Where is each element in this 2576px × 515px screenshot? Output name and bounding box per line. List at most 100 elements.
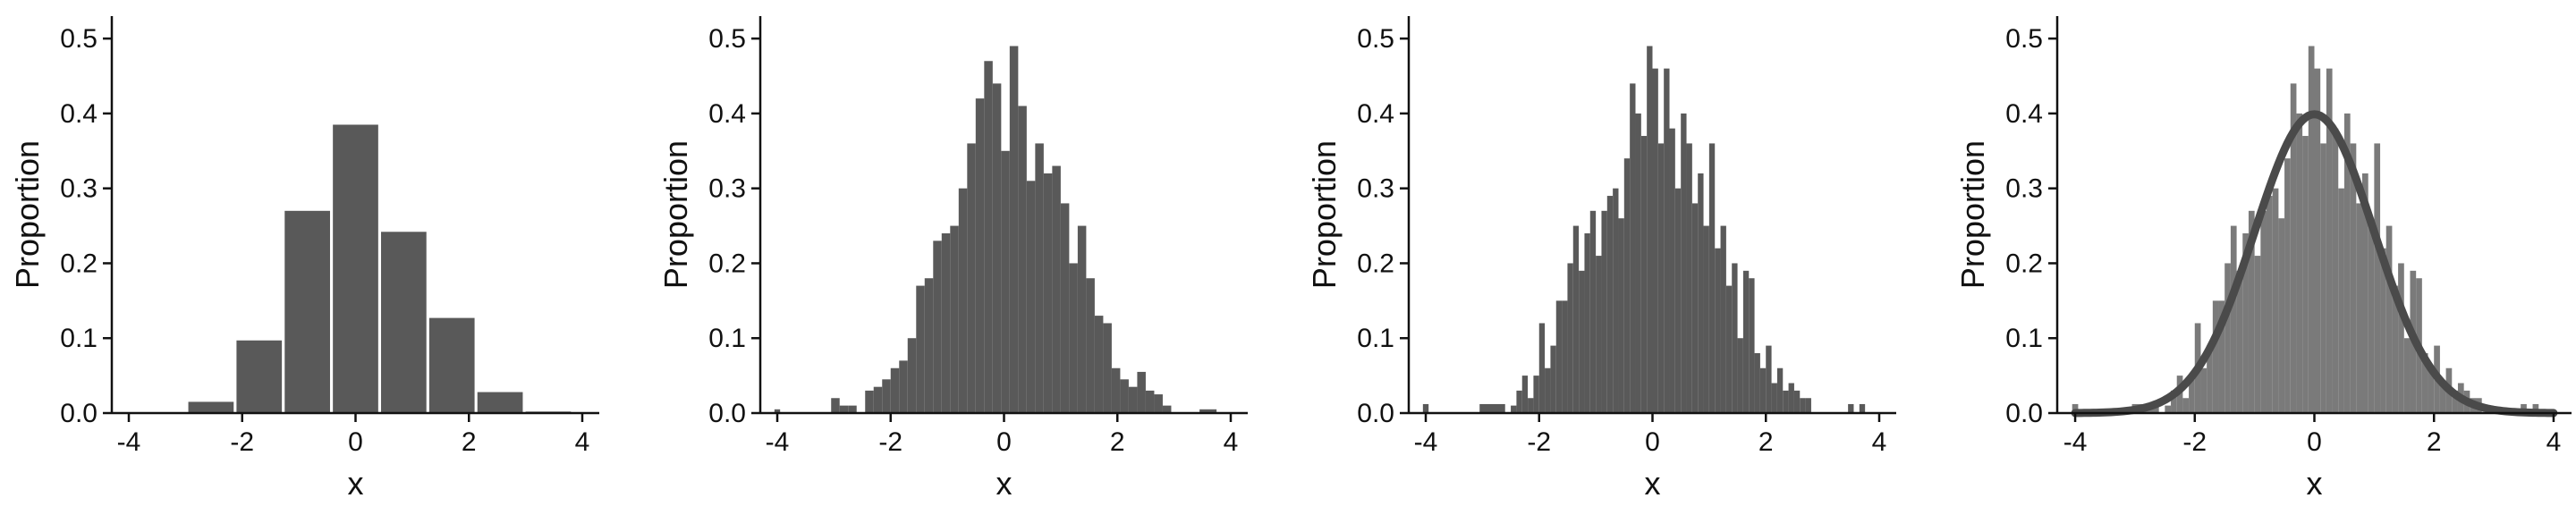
x-tick-label: 4	[575, 427, 590, 457]
histogram-bar	[1589, 210, 1597, 413]
histogram-bar	[950, 225, 959, 413]
x-tick-label: -4	[766, 427, 790, 457]
histogram-bar	[1001, 150, 1010, 414]
histogram-bar	[1788, 383, 1794, 413]
histogram-bar	[1562, 300, 1568, 413]
histogram-bar	[477, 392, 523, 413]
histogram-bar	[933, 241, 942, 413]
histogram-bar	[2248, 210, 2255, 413]
histogram-bar	[1737, 338, 1743, 413]
histogram-bar	[2278, 218, 2285, 413]
histogram-bar	[1859, 403, 1866, 413]
histogram-bar	[1647, 46, 1653, 413]
histogram-bar	[1128, 386, 1138, 413]
histogram-bar	[2356, 203, 2362, 413]
histogram-bar	[992, 83, 1002, 414]
histogram-bar	[1606, 196, 1614, 413]
y-tick-label: 0.0	[1357, 399, 1394, 428]
histogram-bar	[1479, 403, 1505, 413]
x-tick-label: -4	[1414, 427, 1438, 457]
histogram-bar	[1771, 383, 1777, 413]
y-axis-title: Proportion	[657, 140, 694, 289]
y-axis-title: Proportion	[9, 140, 46, 289]
density-curve	[2071, 110, 2558, 418]
histogram-bar	[2267, 196, 2273, 413]
histogram-bar	[1579, 270, 1585, 413]
histogram-bar	[2532, 403, 2539, 413]
histogram-bar	[1572, 225, 1580, 413]
histogram-bar	[2224, 263, 2231, 413]
histogram-bar	[1708, 143, 1716, 414]
x-tick-label: 4	[1224, 427, 1239, 457]
histogram-bar	[1538, 323, 1546, 413]
histogram-bar	[2296, 113, 2303, 413]
histogram-bar	[2254, 256, 2261, 413]
histogram-bar	[1776, 367, 1784, 413]
histogram-bar	[1640, 136, 1648, 414]
histogram-bar	[1154, 394, 1163, 413]
histogram-bar	[2385, 225, 2393, 413]
histogram-bar	[1691, 203, 1699, 413]
histogram-panel-4: 0.0 0.1 0.2 0.3 0.4 0.5 -4 -2 0 2 4 x Proportion	[1954, 16, 2572, 502]
histogram-bar	[1783, 390, 1789, 413]
histogram-panel-2: 0.0 0.1 0.2 0.3 0.4 0.5 -4 -2 0 2 4 x Proportion	[657, 16, 1248, 502]
y-tick-label: 0.4	[60, 99, 97, 129]
y-tick-label: 0.2	[708, 249, 746, 278]
histogram-bar	[1664, 68, 1670, 413]
histogram-bar	[2350, 143, 2357, 414]
histogram-bar	[284, 210, 330, 413]
histogram-bar	[1086, 278, 1095, 413]
y-tick-label: 0.3	[2005, 174, 2043, 204]
histogram-bar	[1635, 113, 1641, 413]
histogram-bar	[774, 409, 781, 413]
histogram-bar	[2171, 390, 2177, 413]
x-tick-label: 0	[1645, 427, 1660, 457]
histogram-bar	[2272, 188, 2279, 413]
histogram-bar	[1601, 210, 1607, 413]
histogram-bar	[1069, 263, 1078, 413]
histogram-bar	[1137, 371, 1146, 413]
histogram-bar	[1043, 173, 1053, 414]
histogram-bar	[2308, 46, 2315, 413]
histogram-bar	[1800, 398, 1806, 413]
histogram-bar	[1749, 278, 1755, 413]
histogram-bar	[1715, 248, 1721, 413]
histogram-bar	[848, 405, 857, 413]
y-tick-label: 0.1	[60, 324, 97, 353]
x-tick-label: 0	[2307, 427, 2322, 457]
y-tick-label: 0.1	[2005, 324, 2043, 353]
histogram-bar	[1703, 225, 1709, 413]
histogram-bar	[428, 317, 475, 413]
y-tick-label: 0.1	[1357, 324, 1394, 353]
x-tick-label: -4	[2063, 427, 2088, 457]
histogram-bar	[907, 338, 917, 413]
y-tick-label: 0.5	[1357, 24, 1394, 54]
histogram-bar	[1725, 285, 1733, 413]
histogram-bar	[984, 61, 993, 413]
histogram-bar	[1199, 409, 1217, 413]
y-tick-label: 0.4	[2005, 99, 2043, 129]
histogram-bar	[831, 398, 840, 413]
x-tick-label: 2	[1110, 427, 1125, 457]
histogram-panel-1: 0.0 0.1 0.2 0.3 0.4 0.5 -4 -2 0 2 4 x Proportion	[9, 16, 599, 502]
y-axis-title: Proportion	[1954, 140, 1991, 289]
histogram-bar	[381, 232, 427, 413]
histogram-bar	[2165, 405, 2172, 413]
histogram-bar	[1669, 128, 1675, 413]
histogram-bar	[1035, 143, 1044, 414]
histogram-bar	[2200, 367, 2207, 413]
histogram-bar	[1759, 367, 1767, 413]
histogram-bar	[899, 360, 908, 413]
histogram-bar	[2380, 248, 2386, 413]
histogram-bar	[2392, 285, 2399, 413]
y-tick-label: 0.5	[60, 24, 97, 54]
histogram-bar	[2343, 113, 2351, 413]
histogram-bar	[1511, 405, 1517, 413]
histogram-bar	[2302, 136, 2309, 414]
histogram-bar	[1681, 113, 1687, 413]
x-tick-label: 2	[2427, 427, 2442, 457]
histogram-bar	[2403, 338, 2411, 413]
x-tick-label: 2	[462, 427, 477, 457]
